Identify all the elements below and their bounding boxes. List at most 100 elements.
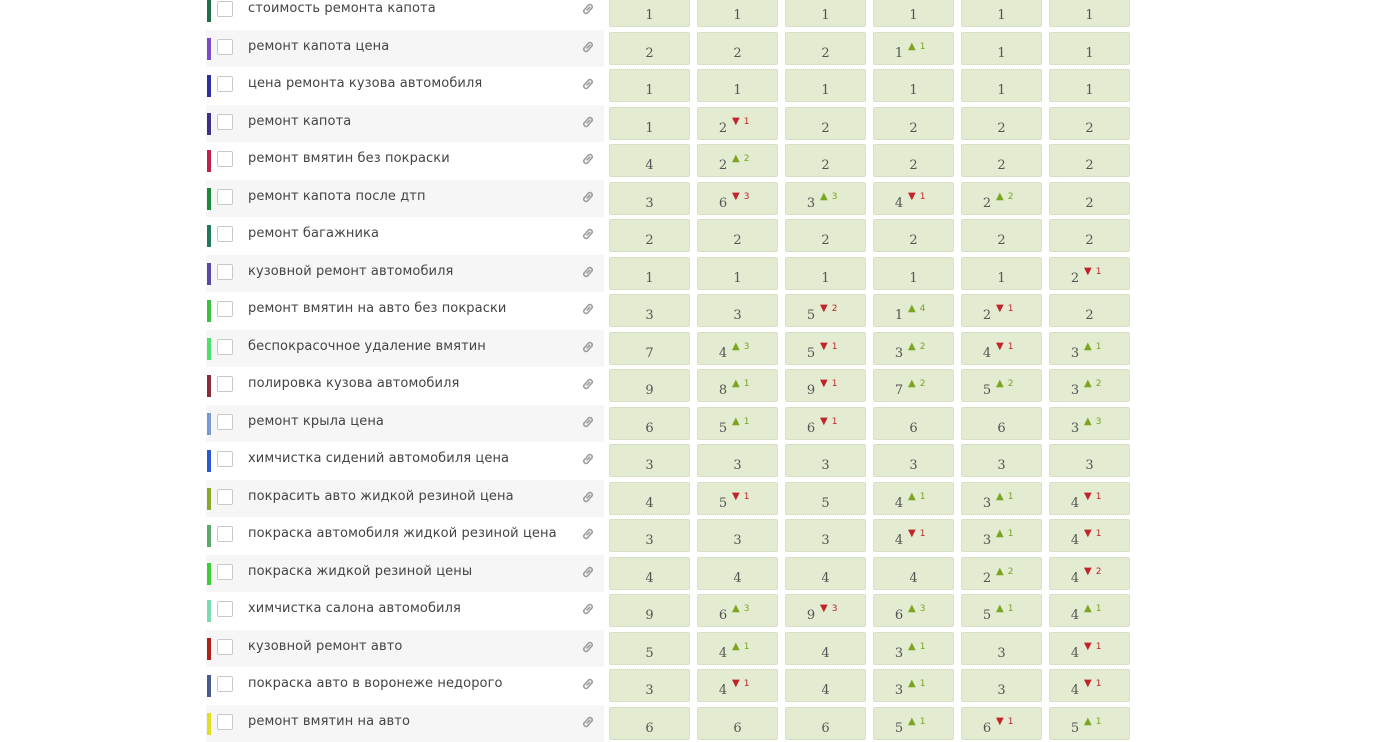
row-checkbox[interactable] [217,301,233,317]
position-change: ▼ 1 [1084,528,1101,539]
table-row: ремонт капота цена 2 2 2 1 ▲ 1 1 1 [206,29,1136,67]
arrow-up-icon: ▲ [996,190,1004,202]
link-icon[interactable] [580,489,596,505]
row-checkbox[interactable] [217,263,233,280]
row-checkbox[interactable] [217,451,233,467]
row-checkbox[interactable] [217,226,233,242]
position-value: 2 [982,570,992,586]
position-change: ▲ 2 [996,378,1013,389]
link-icon[interactable] [580,339,596,355]
change-value: 3 [1095,416,1102,427]
row-checkbox[interactable] [217,713,233,730]
link-icon[interactable] [580,676,596,692]
link-icon[interactable] [580,189,596,205]
position-value: 3 [1070,345,1080,361]
row-checkbox[interactable] [217,76,233,92]
link-icon[interactable] [580,564,596,580]
link-icon[interactable] [580,639,596,655]
position-value: 7 [894,383,904,398]
position-cell: 1 [961,0,1042,27]
keyword-color-marker [207,187,211,210]
arrow-down-icon: ▼ [820,603,828,614]
change-value: 2 [1007,566,1014,577]
position-value: 6 [894,608,904,623]
arrow-up-icon: ▲ [908,490,916,502]
keyword-cell: ремонт вмятин на авто без покраски [206,292,604,330]
position-value: 3 [733,533,742,548]
position-value: 8 [718,383,728,398]
row-checkbox[interactable] [217,338,233,355]
position-cell: 7 [609,331,690,365]
keyword-text: химчистка сидений автомобиля цена [248,451,510,466]
row-checkbox[interactable] [217,413,233,430]
position-cell: 6 [873,406,954,440]
change-value: 1 [919,491,926,502]
keyword-text: ремонт капота [248,113,352,129]
position-cell: 2 [961,144,1042,177]
position-change: ▼ 1 [820,341,837,352]
row-checkbox[interactable] [217,376,233,392]
row-checkbox[interactable] [217,38,233,55]
position-value: 5 [645,645,654,661]
row-checkbox[interactable] [217,601,233,617]
position-change: ▲ 1 [996,491,1013,502]
link-icon[interactable] [580,526,596,542]
row-checkbox[interactable] [217,638,233,655]
position-value: 1 [645,83,654,98]
position-cell: 5 ▲ 1 [873,706,954,740]
row-checkbox[interactable] [217,188,233,205]
link-icon[interactable] [580,451,596,467]
row-checkbox[interactable] [217,676,233,692]
arrow-up-icon: ▲ [908,640,916,652]
link-icon[interactable] [580,226,596,242]
position-cell: 3 ▲ 3 [785,181,866,215]
position-cell: 4 ▲ 3 [697,331,778,365]
link-icon[interactable] [580,264,596,280]
position-cell: 3 ▲ 2 [1049,369,1130,402]
row-checkbox[interactable] [217,1,233,17]
position-cell: 4 [609,144,690,177]
row-checkbox[interactable] [217,563,233,580]
row-checkbox[interactable] [217,526,233,542]
row-checkbox[interactable] [217,488,233,505]
keyword-cell: ремонт капота цена [206,29,604,67]
row-checkbox[interactable] [217,151,233,167]
keyword-color-marker [207,562,211,585]
arrow-down-icon: ▼ [820,415,828,427]
position-change: ▼ 1 [1084,641,1101,652]
link-icon[interactable] [580,1,596,17]
link-icon[interactable] [580,714,596,730]
link-icon[interactable] [580,76,596,92]
change-value: 1 [1095,529,1102,539]
keyword-color-marker [207,300,211,322]
position-cell: 3 [961,669,1042,702]
keyword-color-marker [207,112,211,135]
link-icon[interactable] [580,301,596,317]
link-icon[interactable] [580,39,596,55]
position-change: ▲ 1 [996,528,1013,539]
position-cell: 1 [873,256,954,290]
link-icon[interactable] [580,151,596,167]
link-icon[interactable] [580,601,596,617]
position-value: 9 [806,383,816,398]
position-change: ▲ 4 [908,303,925,314]
position-value: 4 [894,195,904,211]
position-cell: 5 ▼ 1 [697,481,778,515]
position-cell: 4 ▼ 2 [1049,556,1130,590]
row-checkbox[interactable] [217,113,233,130]
position-change: ▲ 3 [820,191,837,202]
link-icon[interactable] [580,114,596,130]
link-icon[interactable] [580,414,596,430]
position-change: ▼ 1 [908,528,925,539]
position-value: 6 [821,720,830,736]
position-cell: 2 [785,144,866,177]
position-change: ▼ 1 [1084,266,1101,277]
link-icon[interactable] [580,376,596,392]
position-change: ▲ 1 [908,641,925,652]
position-cell: 4 [873,556,954,590]
position-cell: 2 [961,106,1042,140]
position-cell: 5 ▲ 1 [697,406,778,440]
arrow-down-icon: ▼ [908,528,916,539]
position-cell: 2 [697,31,778,65]
change-value: 2 [1095,566,1102,577]
